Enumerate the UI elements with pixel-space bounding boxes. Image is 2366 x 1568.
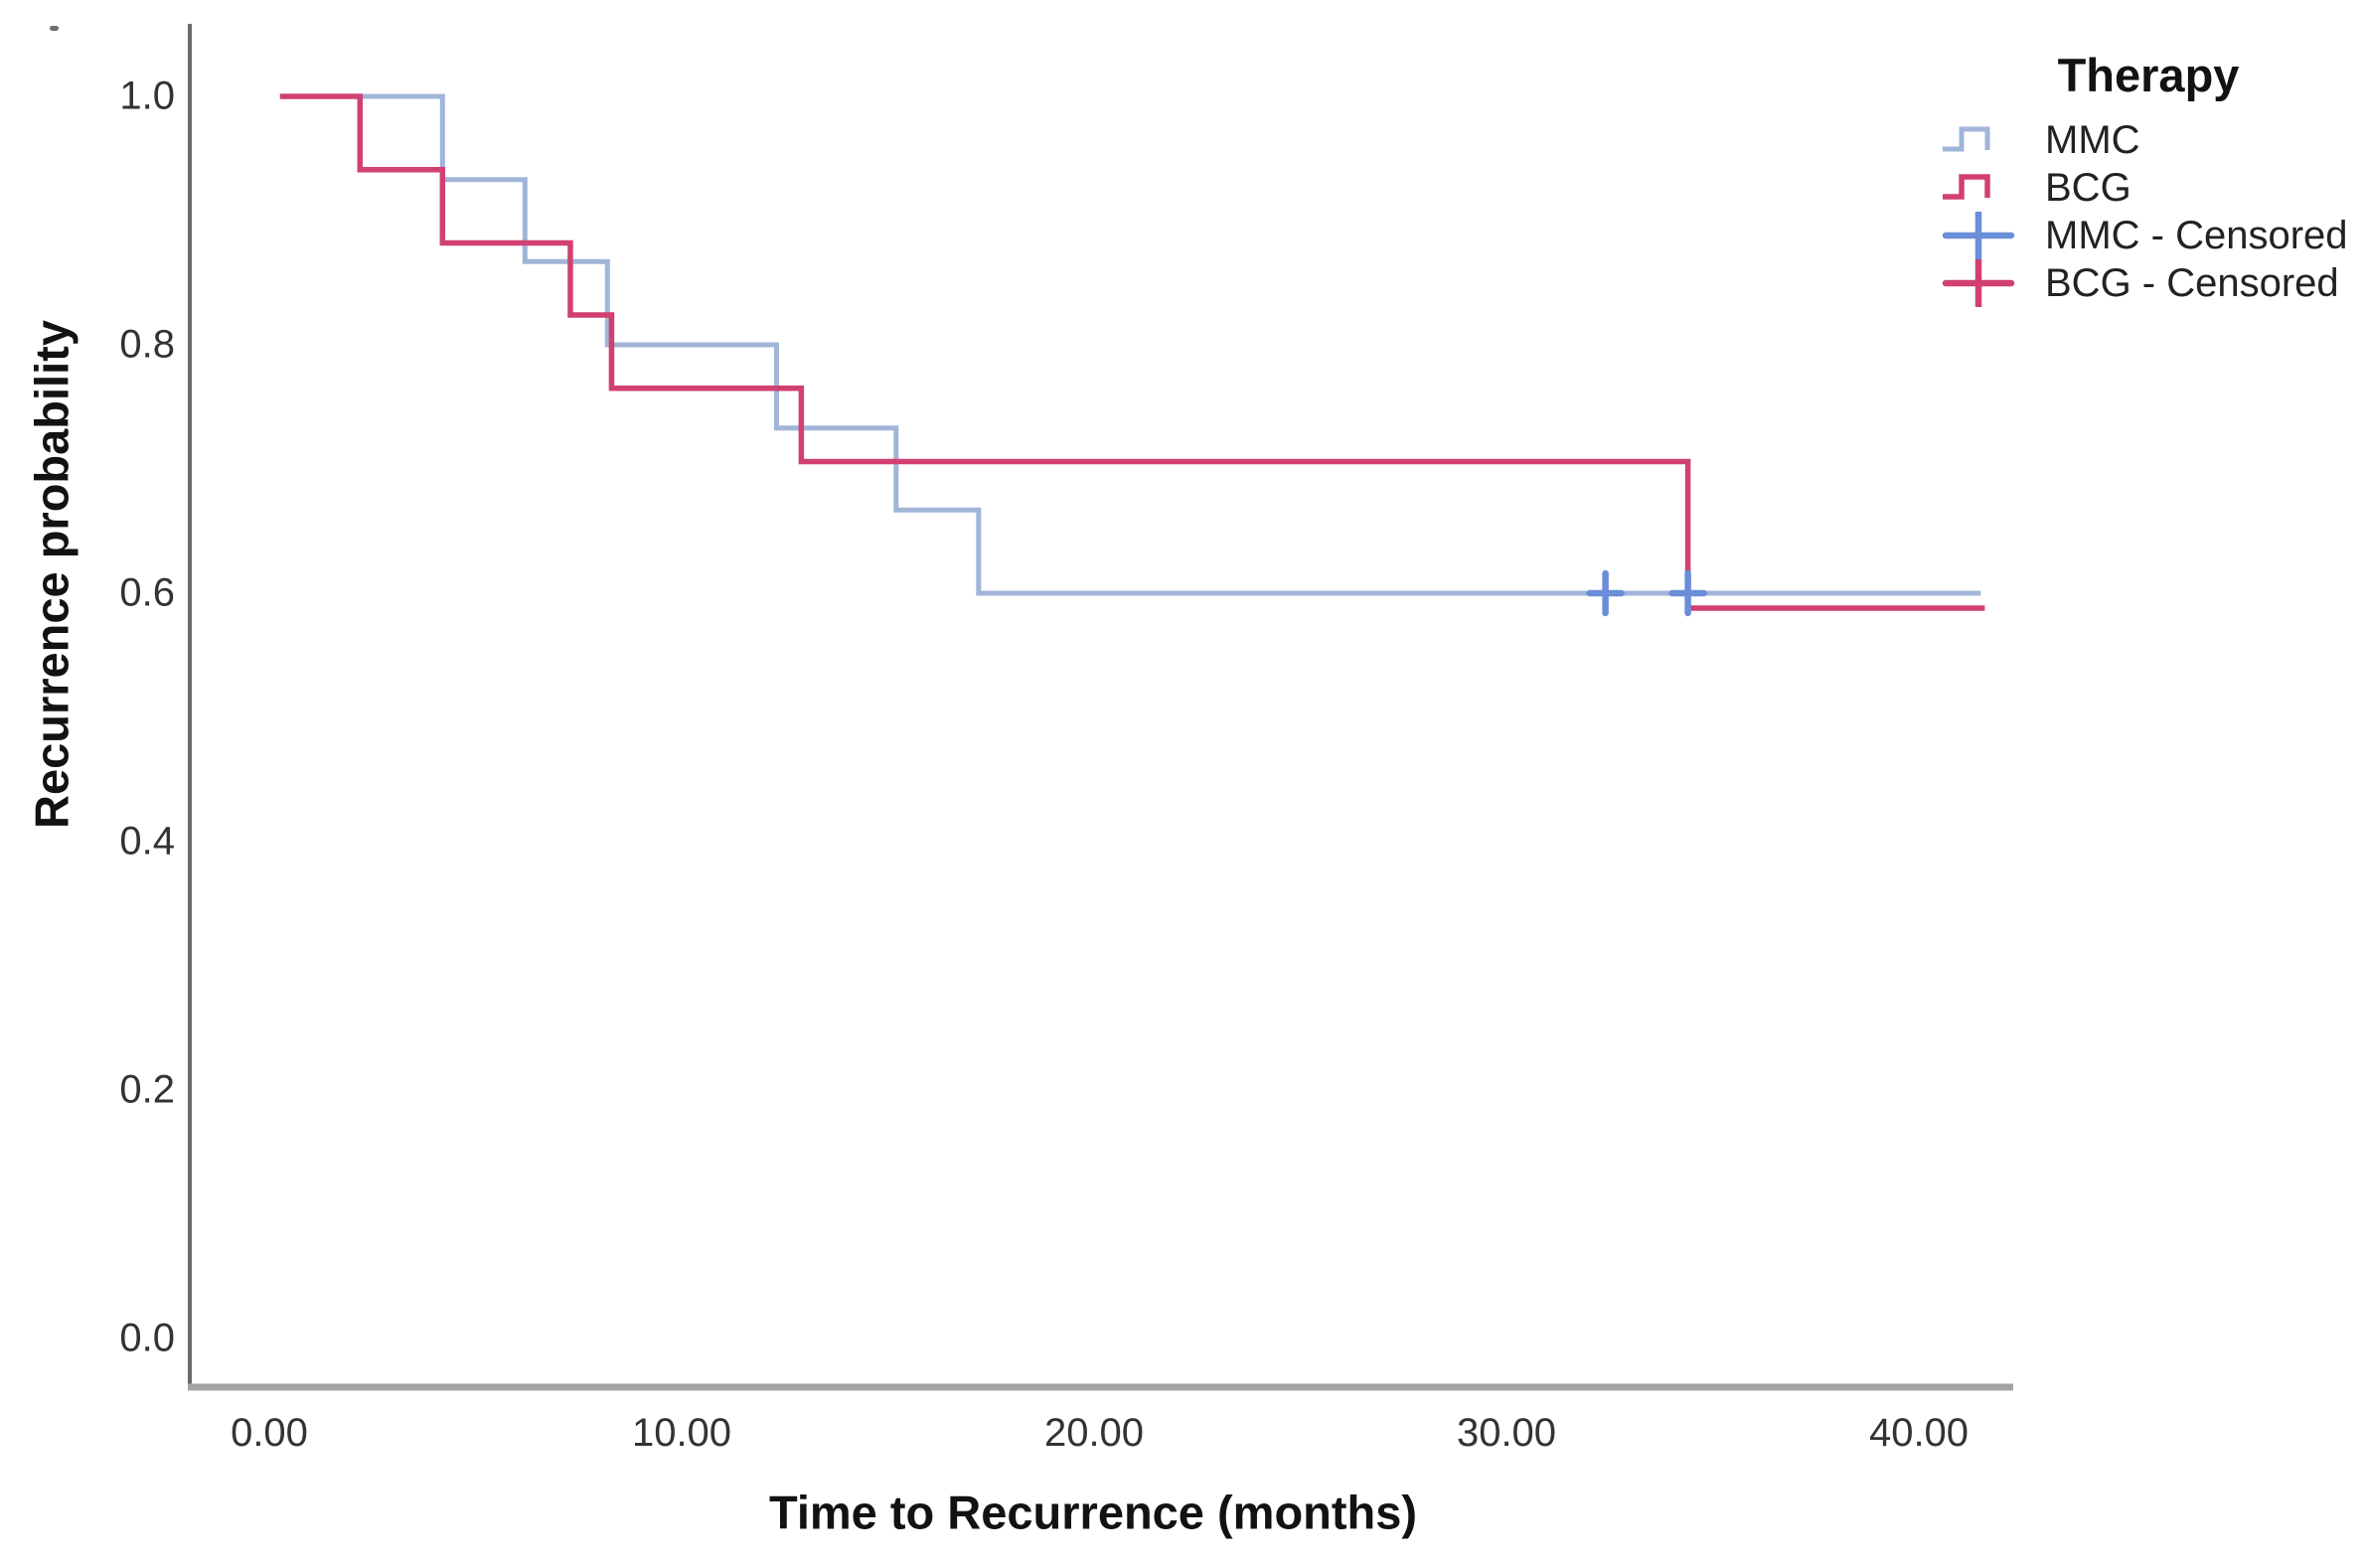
x-tick-label: 40.00	[1868, 1411, 1970, 1455]
x-tick-label: 0.00	[231, 1411, 308, 1455]
legend-item-label: BCG - Censored	[2045, 260, 2339, 305]
legend-title: Therapy	[2057, 49, 2240, 101]
y-tick-label: 1.0	[119, 74, 175, 118]
bcg-line-icon	[1943, 174, 1990, 200]
y-tick-label: 0.6	[119, 570, 175, 615]
legend-item-mmc: MMC	[1940, 116, 2366, 164]
legend-item-label: MMC	[2045, 117, 2140, 162]
y-tick-label: 0.2	[119, 1067, 175, 1112]
censored-plus-mark	[1668, 569, 1707, 617]
legend: Therapy MMC BCG MMC - Censored BCG - Cen…	[1940, 48, 2366, 307]
legend-item-label: MMC - Censored	[2045, 213, 2348, 257]
x-axis-title: Time to Recurrence (months)	[768, 1486, 1418, 1539]
mmc-survival-curve	[279, 93, 1981, 596]
y-tick-label: 0.0	[119, 1316, 175, 1360]
mmc-censored-plus-icon	[1942, 212, 2015, 259]
bcg-censored-plus-icon	[1942, 259, 2015, 307]
x-tick-label: 30.00	[1456, 1411, 1557, 1455]
y-tick-label: 0.8	[119, 322, 175, 367]
censored-plus-mark	[1586, 569, 1625, 617]
mmc-censored-marks	[1586, 569, 1707, 617]
legend-item-bcg: BCG	[1940, 164, 2366, 212]
y-axis-title: Recurrence probability	[25, 320, 79, 829]
x-tick-label: 10.00	[631, 1411, 732, 1455]
x-tick-label: 20.00	[1043, 1411, 1145, 1455]
y-tick-label: 0.4	[119, 819, 175, 863]
legend-item-mmc-censored: MMC - Censored	[1940, 212, 2366, 259]
stray-mark	[50, 26, 59, 31]
legend-item-bcg-censored: BCG - Censored	[1940, 259, 2366, 307]
bcg-survival-curve	[279, 93, 1985, 611]
mmc-line-icon	[1943, 126, 1990, 152]
legend-item-label: BCG	[2045, 165, 2131, 210]
